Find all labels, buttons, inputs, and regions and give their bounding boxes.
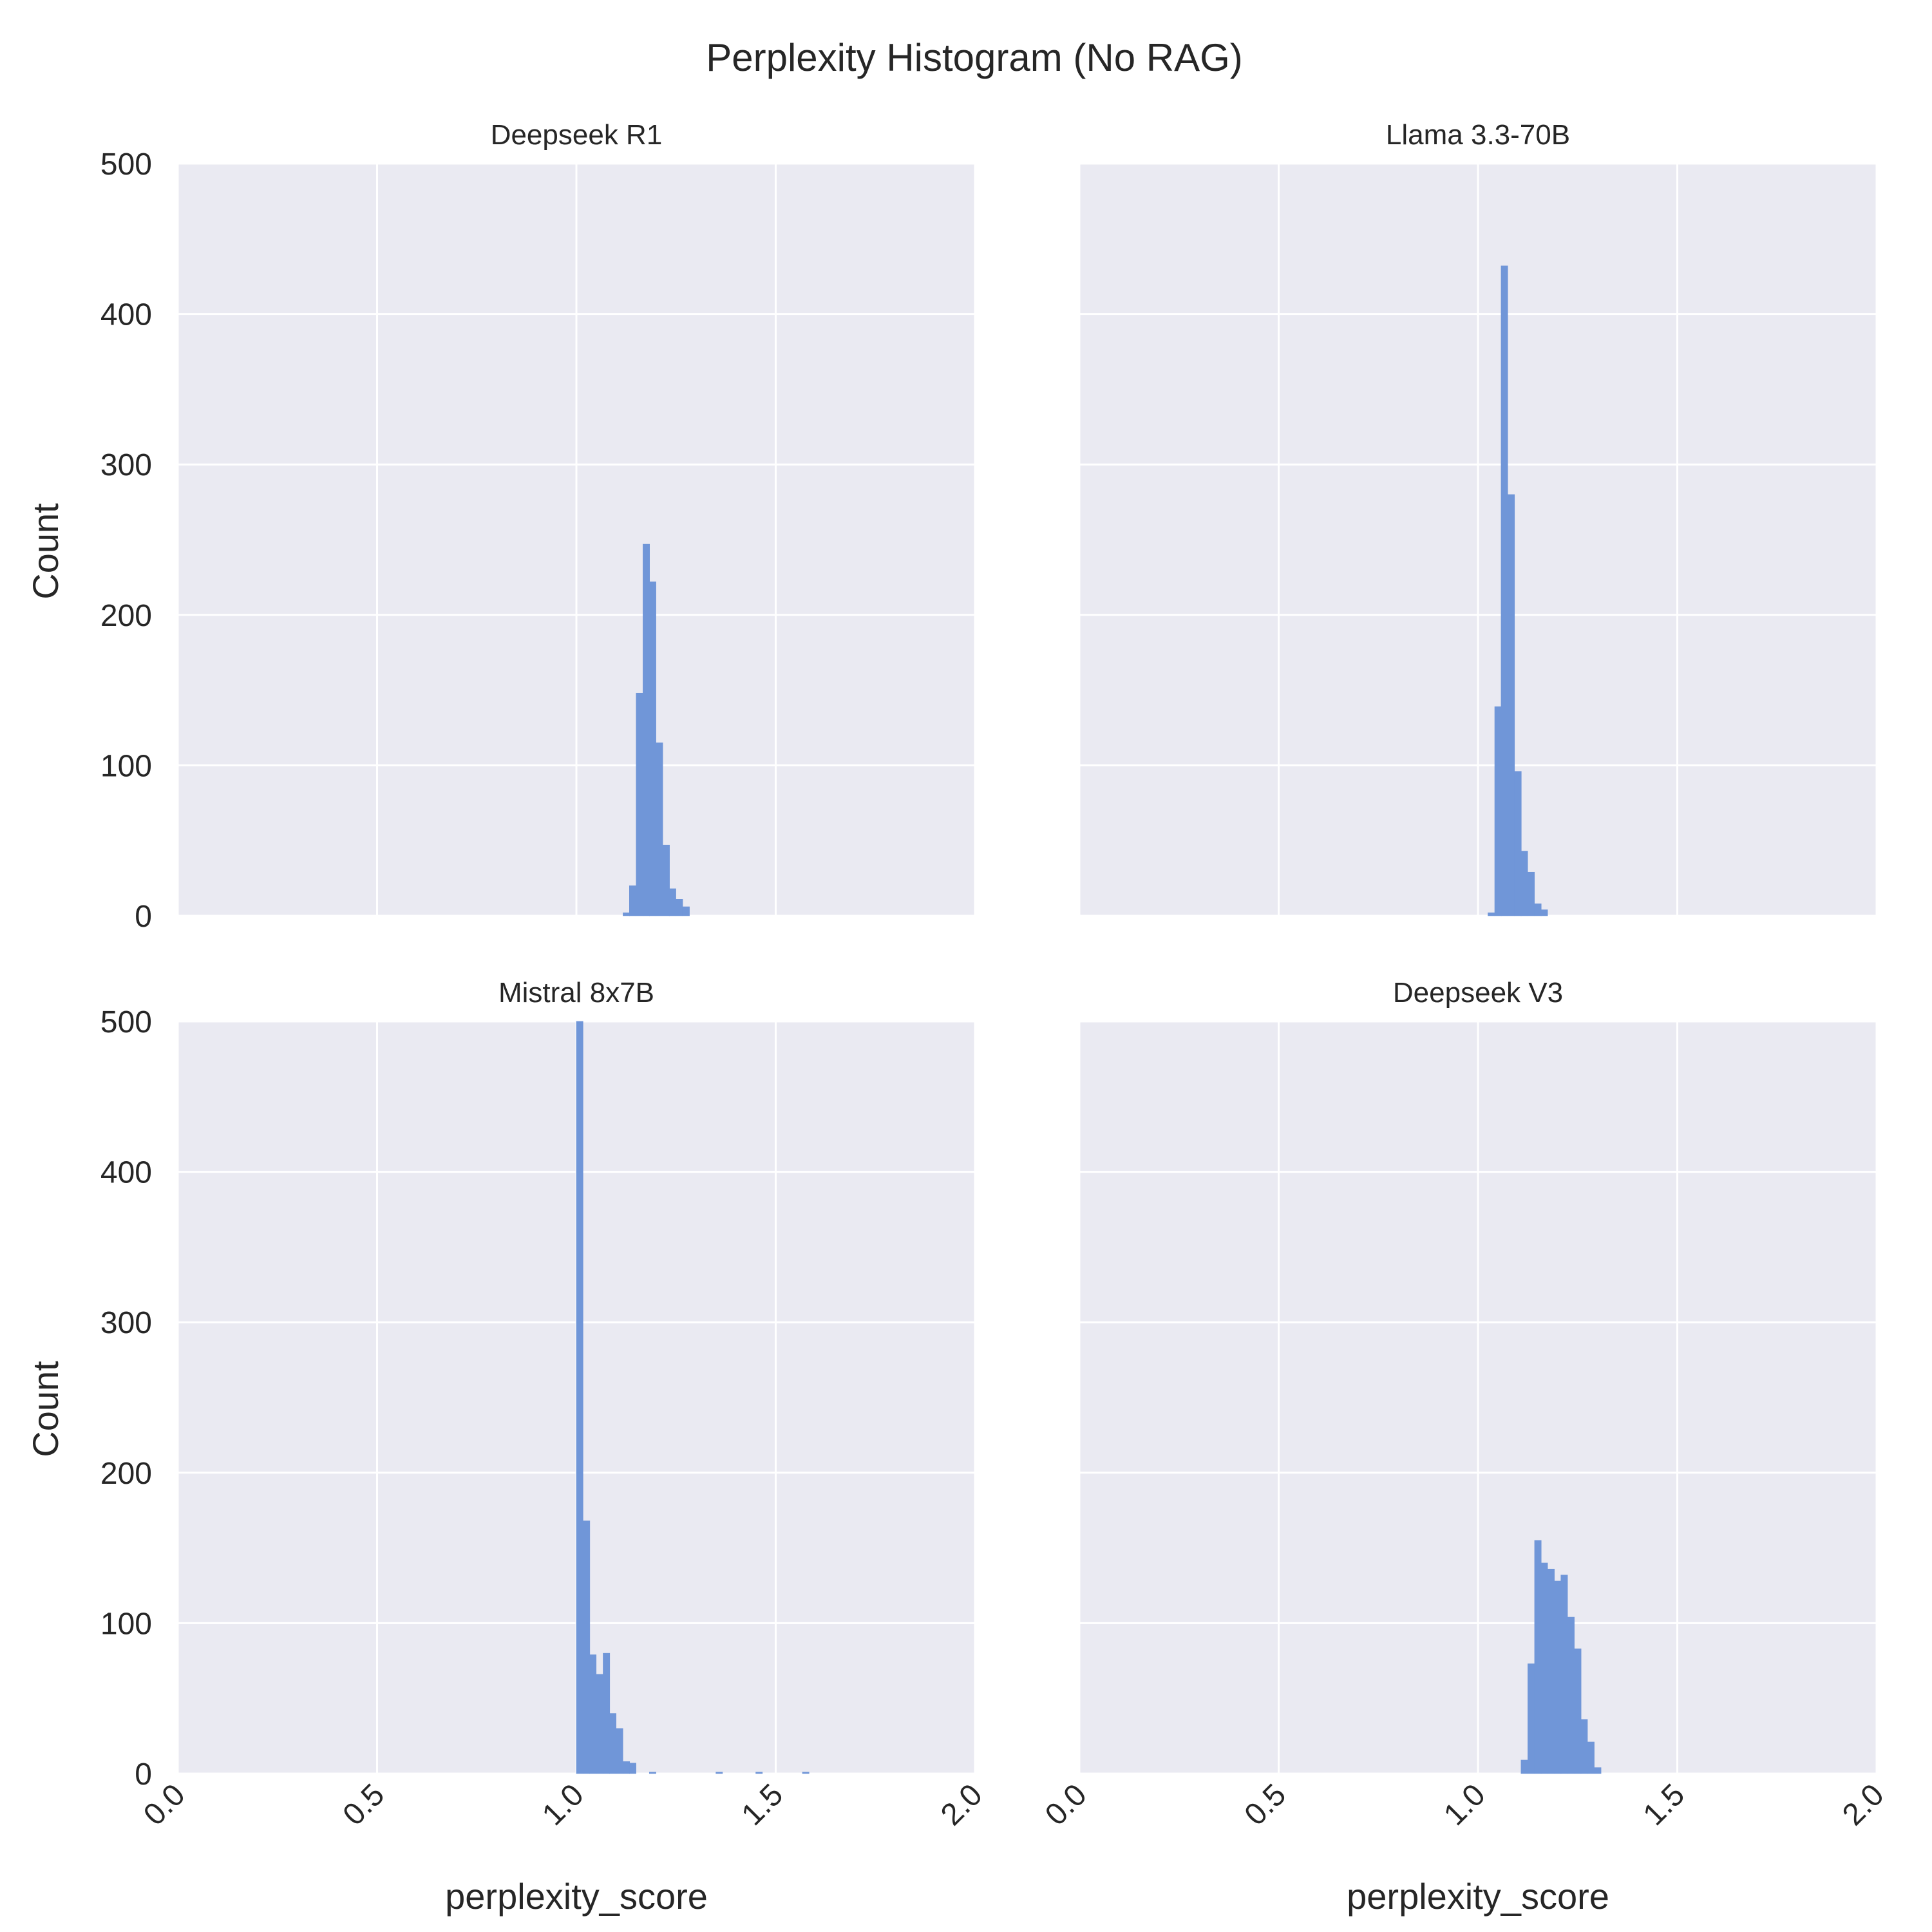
histogram-bar — [1574, 1648, 1582, 1774]
histogram-bar — [596, 1674, 603, 1774]
y-axis-label: Count — [25, 1361, 66, 1457]
y-tick-label: 0 — [135, 900, 152, 934]
x-axis-label: perplexity_score — [445, 1876, 708, 1917]
histogram-bar — [663, 844, 670, 916]
histogram-bar — [656, 743, 663, 916]
histogram-bar — [1520, 851, 1528, 916]
y-tick-label: 0 — [135, 1757, 152, 1792]
y-tick-label: 500 — [100, 1005, 152, 1039]
y-tick-label: 100 — [100, 1607, 152, 1641]
histogram-bar — [636, 692, 643, 916]
histogram-bar — [616, 1728, 623, 1774]
histogram-bar — [1540, 1562, 1548, 1774]
histogram-bar — [715, 1772, 723, 1774]
y-tick-label: 300 — [100, 1306, 152, 1340]
histogram-bar — [589, 1654, 597, 1774]
histogram-bar — [629, 1763, 636, 1774]
panel-title: Llama 3.3-70B — [1386, 119, 1570, 151]
histogram-bar — [1548, 1569, 1555, 1774]
figure-title: Perplexity Histogram (No RAG) — [706, 36, 1243, 79]
histogram-bar — [1528, 1663, 1535, 1774]
histogram-bar — [802, 1772, 810, 1774]
histogram-bar — [1540, 909, 1548, 916]
histogram-bar — [1554, 1580, 1562, 1774]
histogram-bar — [649, 582, 656, 916]
y-tick-label: 400 — [100, 1156, 152, 1190]
panels-group: Deepseek R1 0 100 200 300 400 500 Count Llama 3.… — [25, 119, 1891, 1917]
panel-4: Deepseek V30.0 0.5 1.0 1.5 2.0perplexity_sco… — [1039, 977, 1891, 1917]
x-axis-label: perplexity_score — [1347, 1876, 1609, 1917]
histogram-bar — [1587, 1741, 1595, 1774]
histogram-bar — [1528, 871, 1535, 916]
y-tick-label: 300 — [100, 448, 152, 482]
panel-2: Llama 3.3-70B — [1078, 119, 1878, 917]
histogram-bar — [1488, 913, 1495, 916]
y-tick-label: 200 — [100, 599, 152, 633]
y-tick-label: 100 — [100, 749, 152, 783]
panel-title: Deepseek V3 — [1393, 977, 1563, 1009]
histogram-bar — [676, 899, 683, 916]
histogram-bar — [623, 1761, 630, 1774]
histogram-bar — [668, 888, 676, 916]
panel-1: Deepseek R1 0 100 200 300 400 500 Count — [25, 119, 976, 934]
panel-title: Mistral 8x7B — [498, 977, 654, 1009]
histogram-bar — [623, 913, 630, 916]
histogram-bar — [1580, 1719, 1588, 1774]
histogram-bar — [643, 544, 650, 916]
histogram-bar — [1534, 904, 1542, 916]
histogram-bar — [1520, 1759, 1528, 1774]
histogram-bar — [649, 1772, 656, 1774]
y-tick-label: 500 — [100, 147, 152, 182]
histogram-bar — [629, 885, 636, 916]
histogram-bar — [1534, 1540, 1542, 1774]
histogram-bar — [755, 1772, 763, 1774]
y-tick-label: 200 — [100, 1457, 152, 1491]
histogram-bar — [609, 1713, 617, 1774]
y-tick-label: 400 — [100, 298, 152, 332]
histogram-bar — [1508, 494, 1515, 916]
histogram-bar — [603, 1653, 611, 1774]
histogram-bar — [1494, 706, 1502, 916]
histogram-bar — [1501, 265, 1508, 916]
histogram-bar — [1560, 1575, 1568, 1774]
histogram-bar — [682, 906, 690, 916]
histogram-bar — [1594, 1767, 1602, 1774]
histogram-bar — [1514, 771, 1522, 916]
histogram-bar — [583, 1520, 591, 1774]
histogram-bar — [1567, 1616, 1575, 1774]
histogram-bar — [576, 1021, 583, 1774]
y-axis-label: Count — [25, 503, 66, 600]
panel-title: Deepseek R1 — [491, 119, 663, 151]
